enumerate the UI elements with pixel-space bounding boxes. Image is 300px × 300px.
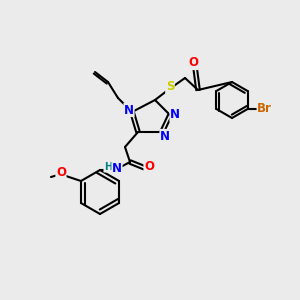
Text: N: N (170, 109, 180, 122)
Text: S: S (166, 80, 174, 94)
Text: O: O (56, 167, 66, 179)
Text: O: O (188, 56, 198, 70)
Text: N: N (160, 130, 170, 142)
Text: Br: Br (257, 103, 272, 116)
Text: N: N (124, 103, 134, 116)
Text: N: N (112, 161, 122, 175)
Text: O: O (144, 160, 154, 172)
Text: H: H (104, 162, 112, 172)
